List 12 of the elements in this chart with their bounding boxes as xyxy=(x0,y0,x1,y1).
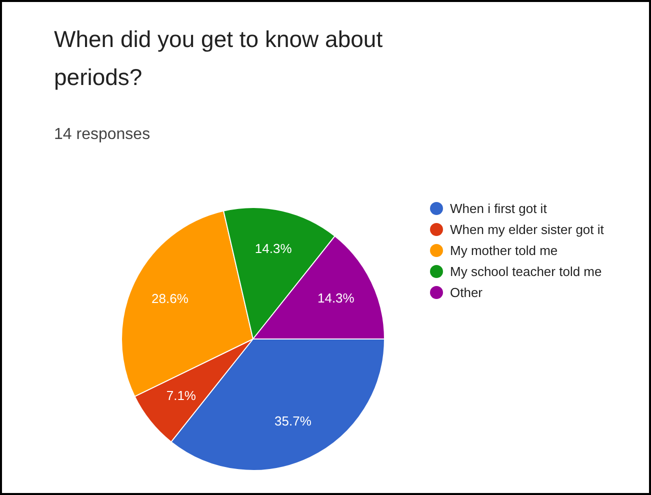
chart-subtitle: 14 responses xyxy=(54,126,150,144)
legend-label: My school teacher told me xyxy=(450,263,602,280)
data-label: 14.3% xyxy=(254,240,292,256)
data-label: 28.6% xyxy=(152,290,189,306)
legend-label: Other xyxy=(450,284,483,301)
legend-label: My mother told me xyxy=(450,242,558,259)
data-label: 7.1% xyxy=(166,388,196,404)
data-label: 35.7% xyxy=(274,413,312,428)
chart-title: When did you get to know about periods? xyxy=(54,25,384,92)
legend-label: When i first got it xyxy=(450,200,547,217)
data-label: 14.3% xyxy=(317,290,355,306)
legend-label: When my elder sister got it xyxy=(450,221,604,238)
